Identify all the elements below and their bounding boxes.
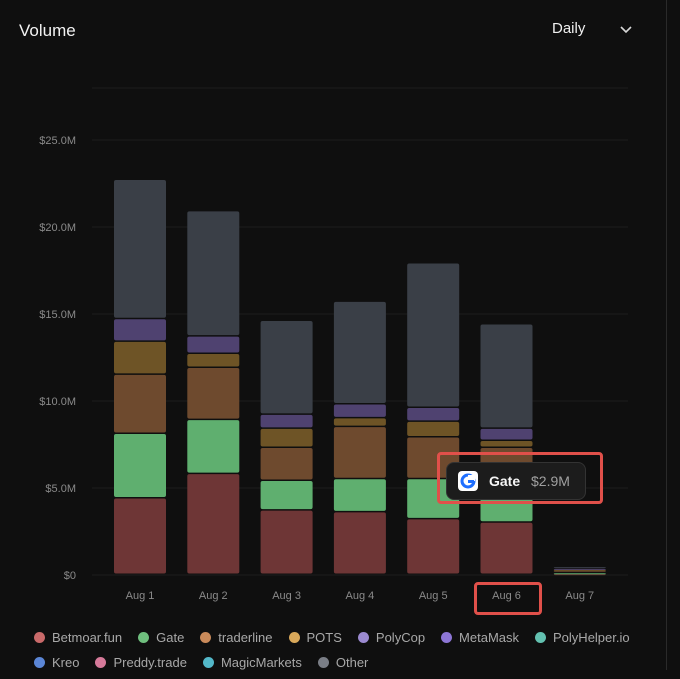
- legend-swatch: [357, 632, 369, 643]
- bar-segment[interactable]: [114, 319, 166, 341]
- bar-segment[interactable]: [187, 474, 240, 574]
- bar-segment[interactable]: [260, 414, 313, 428]
- legend-label: Other: [335, 655, 369, 670]
- bar-segment[interactable]: [187, 336, 240, 353]
- bar-segment[interactable]: [333, 479, 386, 511]
- bar-segment[interactable]: [260, 428, 313, 447]
- bar-segment[interactable]: [333, 427, 386, 478]
- legend-swatch: [95, 657, 107, 668]
- legend-row: Betmoar.fun Gate traderline POTS PolyCop Meta…: [34, 629, 674, 646]
- divider: [666, 0, 667, 670]
- panel-title: Volume: [19, 21, 76, 40]
- legend-label: MetaMask: [459, 630, 520, 645]
- legend-label: Betmoar.fun: [52, 630, 123, 645]
- bar-segment[interactable]: [553, 567, 606, 569]
- bar-segment[interactable]: [260, 510, 313, 574]
- y-tick-label: $0: [64, 570, 76, 582]
- y-tick-label: $15.0M: [39, 309, 76, 321]
- y-tick-label: $5.0M: [45, 483, 76, 495]
- bar-segment[interactable]: [407, 263, 460, 407]
- tooltip-value: $2.9M: [531, 473, 570, 489]
- volume-chart: $0 $5.0M $10.0M $15.0M $20.0M $25.0M Aug 1 Aug …: [39, 87, 628, 602]
- x-tick-label: Aug 7: [565, 590, 594, 602]
- bar-segment[interactable]: [553, 568, 606, 570]
- bar-segment[interactable]: [114, 180, 166, 318]
- chart-legend: Betmoar.fun Gate traderline POTS PolyCop Meta…: [34, 629, 674, 679]
- legend-swatch: [202, 657, 214, 668]
- legend-swatch: [138, 632, 150, 643]
- bar-segment[interactable]: [480, 441, 533, 447]
- legend-item[interactable]: traderline: [200, 630, 273, 645]
- legend-label: PolyCop: [375, 630, 426, 645]
- legend-label: traderline: [218, 630, 273, 645]
- legend-swatch: [317, 657, 329, 668]
- legend-label: POTS: [306, 630, 342, 645]
- bar-segment[interactable]: [333, 512, 386, 574]
- bar-segment[interactable]: [187, 354, 240, 367]
- bar-segment[interactable]: [333, 301, 386, 403]
- legend-label: Gate: [156, 630, 185, 645]
- legend-item[interactable]: MagicMarkets: [202, 655, 302, 670]
- bar-segment[interactable]: [114, 341, 166, 374]
- x-tick-label: Aug 1: [126, 590, 155, 602]
- y-tick-label: $20.0M: [39, 222, 76, 234]
- bar-segment[interactable]: [333, 418, 386, 426]
- x-tick-label: Aug 6: [492, 590, 521, 602]
- legend-item[interactable]: POTS: [288, 630, 342, 645]
- legend-row: Kreo Preddy.trade MagicMarkets Other: [34, 654, 674, 671]
- tooltip-highlight: [437, 452, 603, 504]
- bar-segment[interactable]: [260, 447, 313, 480]
- legend-label: PolyHelper.io: [553, 630, 630, 645]
- bar-segment[interactable]: [480, 428, 533, 440]
- bar-segment[interactable]: [114, 374, 166, 433]
- legend-item[interactable]: Other: [317, 655, 369, 670]
- bar-segment[interactable]: [553, 573, 606, 575]
- bar-segment[interactable]: [187, 420, 240, 473]
- legend-swatch: [200, 632, 212, 643]
- x-tick-label: Aug 4: [346, 590, 375, 602]
- legend-item[interactable]: Gate: [138, 630, 184, 645]
- bar-segment[interactable]: [553, 574, 606, 576]
- bar-segment[interactable]: [480, 522, 533, 574]
- legend-label: MagicMarkets: [220, 655, 302, 670]
- legend-swatch: [441, 632, 453, 643]
- legend-label: Preddy.trade: [113, 655, 187, 670]
- legend-item[interactable]: Betmoar.fun: [34, 630, 122, 645]
- bar-segment[interactable]: [260, 320, 313, 414]
- x-tick-label: Aug 3: [272, 590, 301, 602]
- bar-segment[interactable]: [114, 498, 166, 574]
- legend-item[interactable]: PolyHelper.io: [535, 630, 630, 645]
- bar-segment[interactable]: [480, 324, 533, 428]
- legend-swatch: [535, 632, 547, 643]
- y-tick-label: $10.0M: [39, 396, 76, 408]
- legend-item[interactable]: PolyCop: [357, 630, 426, 645]
- legend-item[interactable]: MetaMask: [441, 630, 519, 645]
- x-tick-label: Aug 5: [419, 590, 448, 602]
- legend-swatch: [34, 632, 45, 643]
- chart-tooltip: Gate $2.9M: [446, 462, 586, 500]
- bar-segment[interactable]: [333, 404, 386, 417]
- bar-segment[interactable]: [260, 481, 313, 510]
- legend-swatch: [288, 632, 300, 643]
- bar-segment[interactable]: [114, 434, 166, 497]
- bar-segment[interactable]: [407, 519, 460, 574]
- bar-segment[interactable]: [407, 421, 460, 437]
- bar-segment[interactable]: [187, 211, 240, 336]
- legend-swatch: [34, 657, 45, 668]
- tooltip-series: Gate: [489, 473, 521, 489]
- bar-segment[interactable]: [553, 569, 606, 571]
- xtick-highlight: [474, 582, 542, 615]
- y-tick-label: $25.0M: [39, 135, 76, 147]
- x-tick-label: Aug 2: [199, 590, 228, 602]
- bar-segment[interactable]: [407, 407, 460, 421]
- legend-item[interactable]: Preddy.trade: [95, 655, 187, 670]
- legend-item[interactable]: Kreo: [34, 655, 79, 670]
- gate-logo-icon: [458, 471, 478, 491]
- period-select[interactable]: Daily: [552, 20, 586, 37]
- bar-segment[interactable]: [187, 367, 240, 419]
- bar-segment[interactable]: [553, 570, 606, 572]
- chevron-down-icon[interactable]: [620, 26, 632, 34]
- legend-label: Kreo: [52, 655, 80, 670]
